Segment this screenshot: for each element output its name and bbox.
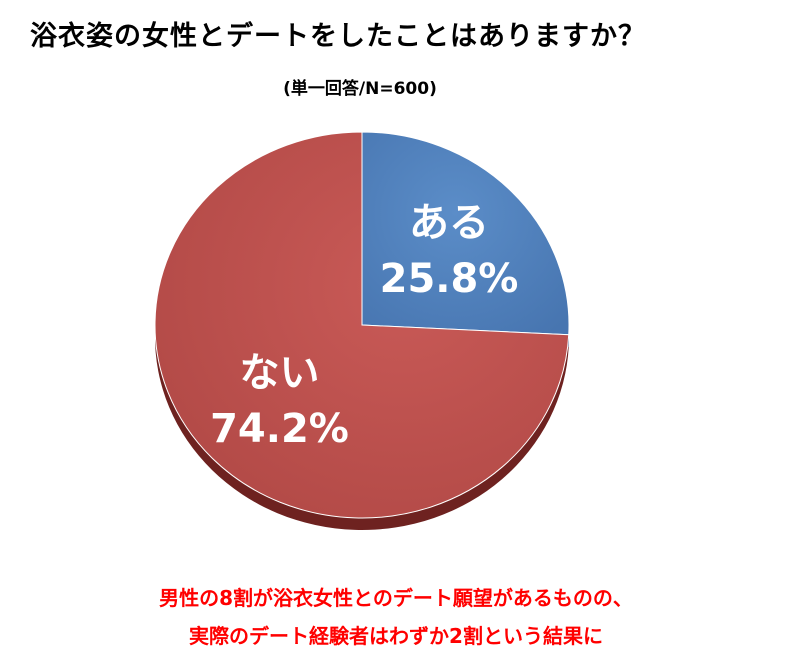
pie-labels: ある 25.8% ない 74.2%: [210, 200, 518, 452]
slice-label-1: ない: [239, 350, 319, 396]
pie-slices: [154, 131, 570, 519]
chart-title: 浴衣姿の女性とデートをしたことはありますか？: [30, 21, 646, 52]
slice-value-1: 74.2%: [210, 406, 349, 452]
slice-value-0: 25.8%: [380, 256, 519, 302]
chart-subtitle: (単一回答/N=600): [283, 79, 437, 99]
slice-label-0: ある: [409, 200, 489, 246]
pie-slice-1: [154, 131, 570, 519]
annotation-line-1: 男性の8割が浴衣女性とのデート願望があるものの、: [159, 586, 633, 610]
pie-slice-0: [361, 131, 570, 336]
annotation-line-2: 実際のデート経験者はわずか2割という結果に: [189, 624, 603, 648]
